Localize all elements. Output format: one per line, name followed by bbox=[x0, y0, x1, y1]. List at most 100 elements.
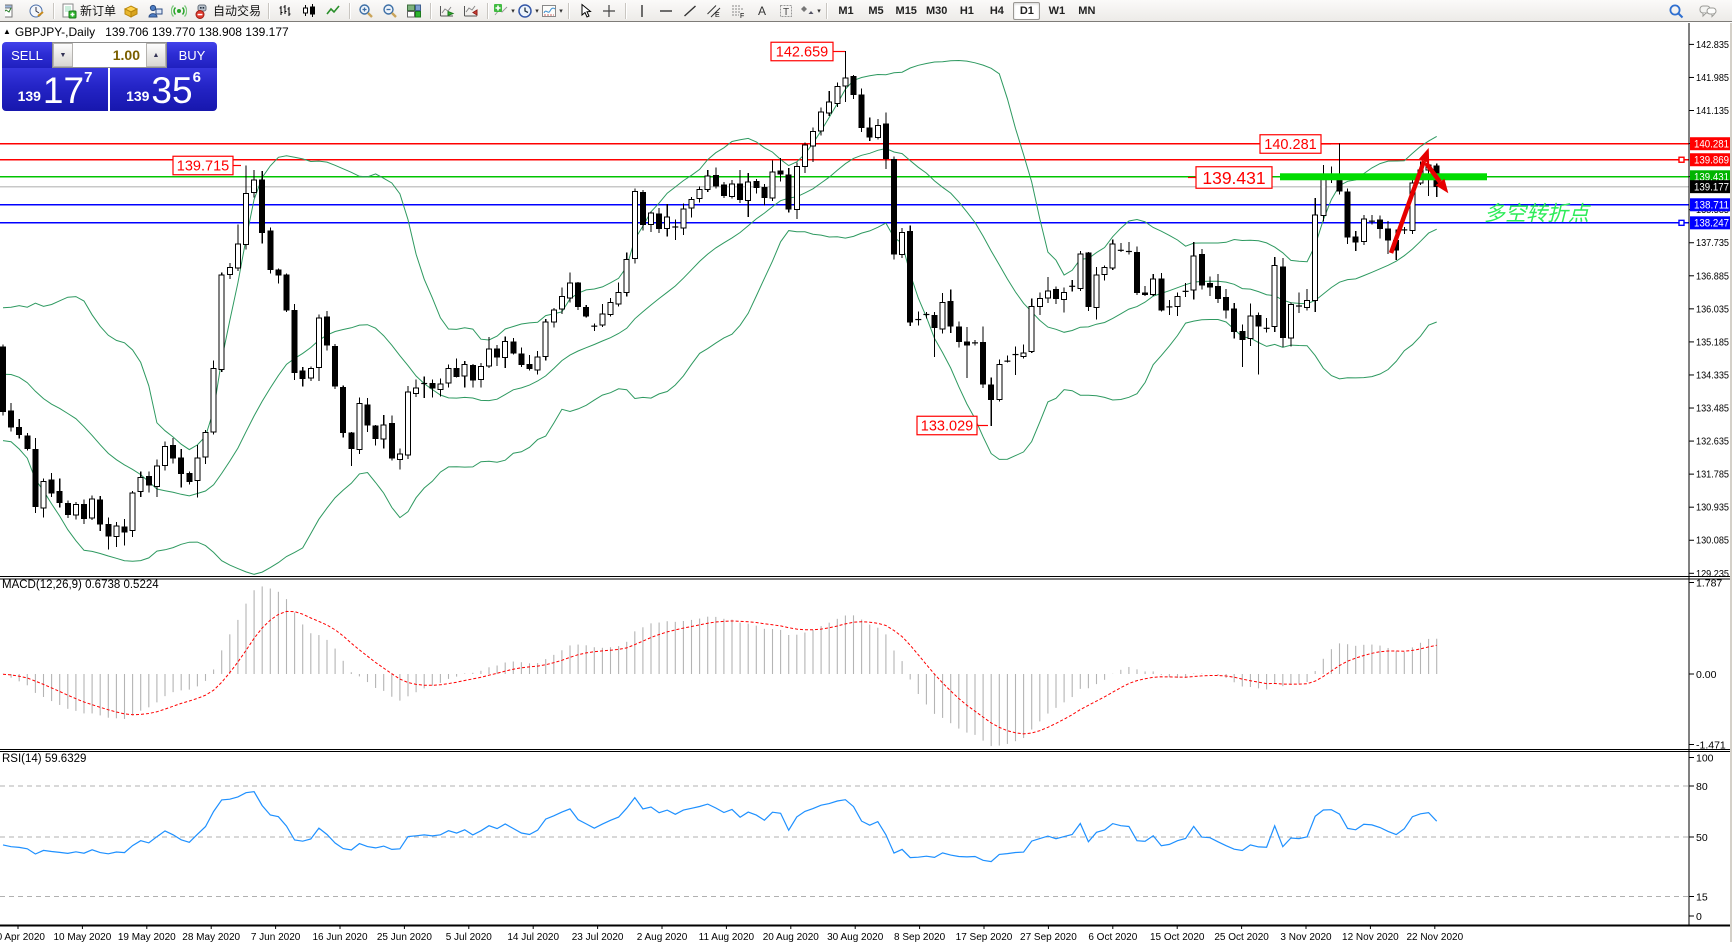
price-tag-142.659[interactable]: 142.659 bbox=[770, 41, 845, 62]
periods-caret-icon[interactable]: ▾ bbox=[535, 7, 539, 15]
price-tick-label: 137.735 bbox=[1696, 237, 1729, 249]
date-label[interactable]: 17 Sep 2020 bbox=[956, 932, 1013, 942]
rsi-tick-label: 100 bbox=[1696, 752, 1714, 764]
cursor-button[interactable] bbox=[573, 1, 597, 21]
auto-trading-button[interactable]: 自动交易 bbox=[191, 1, 264, 21]
date-label[interactable]: 22 Nov 2020 bbox=[1406, 932, 1463, 942]
date-label[interactable]: 28 May 2020 bbox=[182, 932, 240, 942]
date-label[interactable]: 6 Oct 2020 bbox=[1088, 932, 1137, 942]
indicators-caret-icon[interactable]: ▾ bbox=[511, 7, 515, 15]
timeframe-m1-button[interactable]: M1 bbox=[838, 4, 854, 17]
annotation-text[interactable]: 多空转折点 bbox=[1484, 202, 1591, 225]
candle-bear bbox=[186, 473, 193, 482]
arrows-button[interactable]: ▾ bbox=[798, 1, 822, 21]
tile-windows-button[interactable] bbox=[402, 1, 426, 21]
date-label[interactable]: 2 Aug 2020 bbox=[637, 932, 688, 942]
horizontal-line-button[interactable] bbox=[654, 1, 678, 21]
text-label-button[interactable]: T bbox=[774, 1, 798, 21]
date-label[interactable]: 27 Sep 2020 bbox=[1020, 932, 1077, 942]
chat-button[interactable] bbox=[1696, 1, 1720, 21]
date-label[interactable]: 20 Aug 2020 bbox=[763, 932, 820, 942]
chart-line-button[interactable] bbox=[321, 1, 345, 21]
date-label[interactable]: 8 Sep 2020 bbox=[894, 932, 946, 942]
price-tick-label: 133.485 bbox=[1696, 403, 1729, 415]
date-label[interactable]: 3 Nov 2020 bbox=[1280, 932, 1332, 942]
periods-button[interactable]: ▾ bbox=[516, 1, 540, 21]
timeframe-w1-button[interactable]: W1 bbox=[1048, 4, 1066, 17]
text-button[interactable]: A bbox=[750, 1, 774, 21]
date-label[interactable]: 12 Nov 2020 bbox=[1342, 932, 1399, 942]
zoom-out-button[interactable] bbox=[378, 1, 402, 21]
date-label[interactable]: 30 Aug 2020 bbox=[827, 932, 884, 942]
price-tick-label: 141.985 bbox=[1696, 72, 1729, 84]
rsi-panel[interactable] bbox=[0, 785, 1689, 897]
candle-bear bbox=[1255, 314, 1262, 327]
candle-bear bbox=[8, 410, 15, 428]
chart-shift-icon bbox=[463, 3, 479, 19]
date-label[interactable]: 30 Apr 2020 bbox=[0, 932, 45, 942]
timeframe-h1-button[interactable]: H1 bbox=[959, 4, 974, 17]
date-label[interactable]: 10 May 2020 bbox=[53, 932, 111, 942]
fibonacci-button[interactable]: F bbox=[726, 1, 750, 21]
timeframe-d1-button[interactable]: D1 bbox=[1013, 1, 1041, 20]
zoom-in-button[interactable] bbox=[354, 1, 378, 21]
price-tag-139.431[interactable]: 139.431 bbox=[1188, 166, 1273, 189]
chart-shift-button[interactable] bbox=[459, 1, 483, 21]
date-label[interactable]: 14 Jul 2020 bbox=[507, 932, 559, 942]
line-endpoint-marker[interactable] bbox=[1678, 156, 1685, 163]
rsi-tick-label: 80 bbox=[1696, 781, 1708, 793]
chart-bars-button[interactable] bbox=[273, 1, 297, 21]
trendline-button[interactable] bbox=[678, 1, 702, 21]
down-arrow[interactable] bbox=[1424, 161, 1449, 194]
candle-bull bbox=[696, 189, 703, 200]
new-chart-button[interactable] bbox=[1, 1, 25, 21]
date-label[interactable]: 19 May 2020 bbox=[118, 932, 176, 942]
line-endpoint-marker[interactable] bbox=[1678, 219, 1685, 227]
market-depth-button[interactable] bbox=[119, 1, 143, 21]
date-label[interactable]: 25 Oct 2020 bbox=[1214, 932, 1269, 942]
date-label[interactable]: 5 Jul 2020 bbox=[446, 932, 493, 942]
timeframe-h4-button[interactable]: H4 bbox=[989, 4, 1004, 17]
date-label[interactable]: 15 Oct 2020 bbox=[1150, 932, 1205, 942]
templates-button[interactable]: ▾ bbox=[540, 1, 564, 21]
buy-button[interactable]: BUY bbox=[167, 42, 217, 68]
up-arrow[interactable] bbox=[1388, 147, 1430, 254]
date-label[interactable]: 7 Jun 2020 bbox=[251, 932, 301, 942]
timeframe-m5-button[interactable]: M5 bbox=[868, 4, 884, 17]
buy-price-display[interactable]: 139 35 6 bbox=[110, 68, 217, 111]
candle-bull bbox=[1360, 218, 1367, 243]
date-label[interactable]: 25 Jun 2020 bbox=[377, 932, 432, 942]
timeframe-m30-button[interactable]: M30 bbox=[925, 4, 948, 17]
arrows-caret-icon[interactable]: ▾ bbox=[817, 7, 821, 15]
vertical-line-button[interactable] bbox=[630, 1, 654, 21]
axis-price-flag-140.281: 140.281 bbox=[1690, 137, 1732, 151]
tick-chart-button[interactable] bbox=[25, 1, 49, 21]
sell-button[interactable]: SELL bbox=[2, 42, 52, 68]
timeframe-mn-button[interactable]: MN bbox=[1078, 4, 1096, 17]
new-order-button[interactable]: 新订单 bbox=[58, 1, 119, 21]
signals-button[interactable] bbox=[167, 1, 191, 21]
volume-decrease-button[interactable]: ▼ bbox=[53, 43, 73, 67]
timeframe-m15-button[interactable]: M15 bbox=[895, 4, 917, 17]
date-label[interactable]: 23 Jul 2020 bbox=[572, 932, 624, 942]
chart-candles-button[interactable] bbox=[297, 1, 321, 21]
date-label[interactable]: 16 Jun 2020 bbox=[312, 932, 367, 942]
collapse-one-click-icon[interactable]: ▲ bbox=[3, 27, 11, 36]
indicators-button[interactable]: ▾ bbox=[492, 1, 516, 21]
volume-increase-button[interactable]: ▲ bbox=[146, 43, 166, 67]
sell-price-display[interactable]: 139 17 7 bbox=[2, 68, 108, 111]
auto-scroll-button[interactable] bbox=[435, 1, 459, 21]
equidistant-channel-button[interactable]: E bbox=[702, 1, 726, 21]
resistance-band[interactable] bbox=[1280, 173, 1487, 181]
templates-caret-icon[interactable]: ▾ bbox=[559, 7, 563, 15]
date-label[interactable]: 11 Aug 2020 bbox=[699, 932, 755, 942]
volume-value[interactable]: 1.00 bbox=[112, 47, 140, 63]
crosshair-button[interactable] bbox=[597, 1, 621, 21]
price-tag-139.715[interactable]: 139.715 bbox=[172, 155, 241, 176]
macd-panel[interactable] bbox=[2, 586, 1438, 747]
price-tag-140.281[interactable]: 140.281 bbox=[1259, 134, 1331, 154]
meta-editor-button[interactable] bbox=[143, 1, 167, 21]
search-button[interactable] bbox=[1664, 1, 1688, 21]
price-tag-133.029[interactable]: 133.029 bbox=[916, 415, 988, 436]
